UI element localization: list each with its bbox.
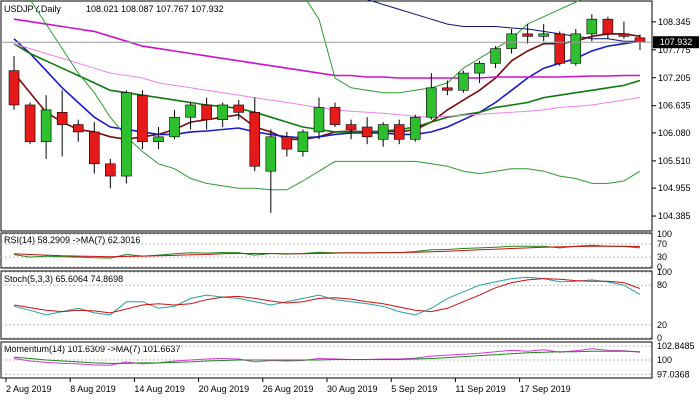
- candle-body: [265, 136, 277, 172]
- x-tick-label: 26 Aug 2019: [263, 384, 314, 394]
- indicator-line: [13, 245, 641, 258]
- indicator-line: [13, 276, 641, 316]
- candle-body: [458, 72, 469, 91]
- candle-body: [313, 107, 325, 133]
- overlay-line: [13, 18, 640, 79]
- overlay-line: [13, 38, 641, 139]
- panel-tick-label: 0: [657, 333, 662, 343]
- stoch-title: Stoch(5,3,3) 65.6064 74.8698: [4, 274, 123, 284]
- candle-body: [281, 136, 293, 150]
- price-tick-label: 108.345: [658, 17, 691, 27]
- overlay-line: [13, 43, 641, 133]
- candle-body: [185, 104, 196, 118]
- candle-body: [217, 104, 228, 120]
- chart-title: USDJPY,Daily: [4, 4, 61, 14]
- candle-body: [72, 124, 84, 133]
- x-tick-label: 14 Aug 2019: [134, 384, 185, 394]
- candle-body: [522, 33, 533, 37]
- price-tick-label: 104.955: [658, 183, 691, 193]
- panel-tick-label: 100: [657, 355, 672, 365]
- price-tick-label: 104.385: [658, 211, 691, 221]
- candle-body: [634, 37, 646, 43]
- panel-tick-label: 70: [657, 239, 667, 249]
- main-panel-frame: [0, 0, 653, 232]
- stoch-panel-frame: [0, 270, 653, 340]
- candle-body: [618, 33, 630, 37]
- candle-body: [538, 33, 549, 37]
- candle-body: [88, 131, 100, 165]
- overlay-line: [29, 0, 641, 191]
- panel-tick-label: 0: [657, 262, 662, 272]
- candle-body: [426, 87, 437, 118]
- candle-body: [40, 109, 52, 143]
- x-tick-label: 30 Aug 2019: [327, 384, 378, 394]
- candle-body: [393, 124, 405, 140]
- candle-body: [233, 104, 245, 113]
- price-tick-label: 106.635: [658, 101, 691, 111]
- candle-body: [506, 33, 517, 49]
- price-tick-label: 106.080: [658, 128, 691, 138]
- panel-tick-label: 80: [657, 280, 667, 290]
- panel-tick-label: 97.0368: [657, 369, 690, 379]
- overlay-line: [13, 33, 641, 141]
- overlay-line: [13, 43, 641, 118]
- candle-body: [377, 124, 389, 140]
- candle-body: [201, 104, 212, 120]
- candle-body: [554, 33, 566, 64]
- x-tick-label: 2 Aug 2019: [6, 384, 52, 394]
- indicator-line: [13, 278, 641, 314]
- rsi-panel-frame: [0, 232, 653, 269]
- panel-tick-label: 20: [657, 320, 667, 330]
- momentum-title: Momentum(14) 101.6309 ->MA(7) 101.6637: [4, 344, 180, 354]
- panel-tick-label: 102.8485: [657, 341, 695, 351]
- x-tick-label: 8 Aug 2019: [70, 384, 116, 394]
- candle-body: [121, 92, 132, 177]
- candle-body: [474, 62, 485, 74]
- overlay-line: [367, 0, 640, 42]
- candle-body: [329, 107, 341, 125]
- candle-body: [249, 112, 261, 167]
- x-tick-label: 20 Aug 2019: [199, 384, 250, 394]
- candle-body: [345, 124, 357, 130]
- candle-body: [137, 94, 148, 143]
- panel-tick-label: 30: [657, 252, 667, 262]
- ohlc-header: 108.021 108.087 107.767 107.932: [86, 4, 224, 14]
- x-tick-label: 5 Sep 2019: [391, 384, 437, 394]
- last-price-box: 107.932: [653, 36, 699, 49]
- candle-body: [409, 116, 421, 140]
- candle-body: [8, 70, 20, 106]
- last-price-label: 107.932: [660, 37, 693, 47]
- candle-body: [570, 33, 582, 64]
- panel-tick-label: 100: [657, 229, 672, 239]
- candle-body: [153, 136, 164, 143]
- panel-tick-label: 100: [657, 267, 672, 277]
- x-tick-label: 17 Sep 2019: [520, 384, 571, 394]
- rsi-title: RSI(14) 58.2909 ->MA(7) 62.3016: [4, 235, 140, 245]
- indicator-line: [13, 350, 641, 364]
- price-tick-label: 107.205: [658, 73, 691, 83]
- candle-body: [361, 126, 373, 138]
- candle-body: [169, 116, 180, 138]
- candle-body: [56, 112, 68, 125]
- candle-body: [442, 87, 453, 91]
- candle-body: [602, 18, 614, 35]
- candle-body: [105, 163, 116, 177]
- price-tick-label: 107.775: [658, 45, 691, 55]
- candle-body: [24, 104, 36, 143]
- candle-body: [586, 18, 598, 35]
- overlay-line: [94, 0, 582, 94]
- candle-body: [297, 131, 309, 152]
- price-tick-label: 105.510: [658, 156, 691, 166]
- x-tick-label: 11 Sep 2019: [455, 384, 505, 394]
- candle-body: [490, 48, 501, 64]
